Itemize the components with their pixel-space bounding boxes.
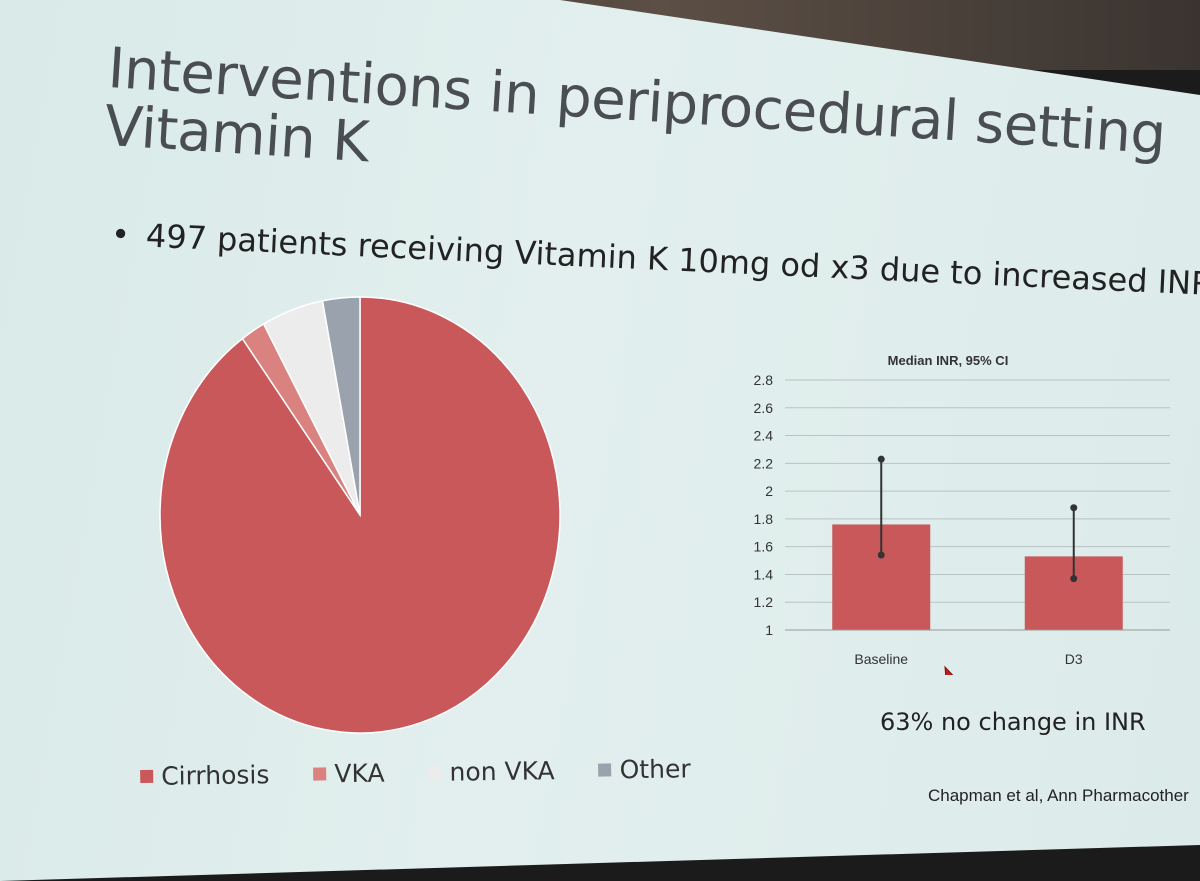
- legend-item-non-vka: non VKA: [428, 756, 555, 787]
- y-tick-label: 2.6: [754, 400, 774, 416]
- y-tick-label: 1.2: [754, 594, 774, 610]
- legend-label: Cirrhosis: [160, 760, 270, 791]
- y-tick-label: 1.8: [754, 511, 774, 527]
- legend-item-vka: VKA: [313, 759, 385, 789]
- legend-label: VKA: [334, 758, 385, 789]
- legend-swatch: [428, 765, 442, 779]
- y-tick-label: 1: [765, 622, 773, 638]
- y-tick-label: 1.6: [754, 539, 774, 555]
- legend-label: Other: [619, 754, 691, 785]
- y-tick-label: 2: [765, 483, 773, 499]
- error-bar-cap-lower: [1070, 575, 1078, 583]
- error-bar-cap-lower: [877, 551, 885, 559]
- error-bar-cap-upper: [877, 455, 885, 463]
- slide-title: Interventions in periprocedural setting …: [103, 36, 1168, 212]
- y-tick-label: 1.4: [754, 566, 774, 582]
- bullet-text: 497 patients receiving Vitamin K 10mg od…: [145, 216, 1200, 304]
- summary-note: 63% no change in INR: [880, 708, 1146, 736]
- citation: Chapman et al, Ann Pharmacother: [928, 786, 1189, 805]
- pie-legend: Cirrhosis VKA non VKA Other: [140, 754, 691, 791]
- pie-slice-other: [321, 296, 361, 516]
- legend-label: non VKA: [449, 756, 555, 787]
- bar-chart: Median INR, 95% CI 1 1.2 1.4 1.6 1.8 2 2.2 2.4 2.…: [754, 353, 1170, 675]
- y-tick-label: 2.8: [754, 372, 774, 388]
- legend-swatch: [313, 767, 327, 781]
- bar-chart-title: Median INR, 95% CI: [888, 353, 1009, 368]
- bullet-dot-icon: •: [110, 215, 131, 254]
- y-tick-label: 2.2: [754, 455, 774, 471]
- legend-item-other: Other: [598, 754, 691, 785]
- x-tick-label: Baseline: [854, 651, 908, 667]
- x-tick-label: D3: [1065, 651, 1083, 667]
- legend-swatch: [598, 763, 612, 777]
- pointer-cursor-icon: [944, 665, 964, 675]
- y-tick-label: 2.4: [754, 428, 774, 444]
- pie-chart: [159, 296, 561, 734]
- bullet-point: • 497 patients receiving Vitamin K 10mg o…: [110, 215, 1200, 303]
- legend-swatch: [140, 769, 154, 783]
- error-bar-cap-upper: [1070, 504, 1078, 512]
- legend-item-cirrhosis: Cirrhosis: [140, 760, 270, 791]
